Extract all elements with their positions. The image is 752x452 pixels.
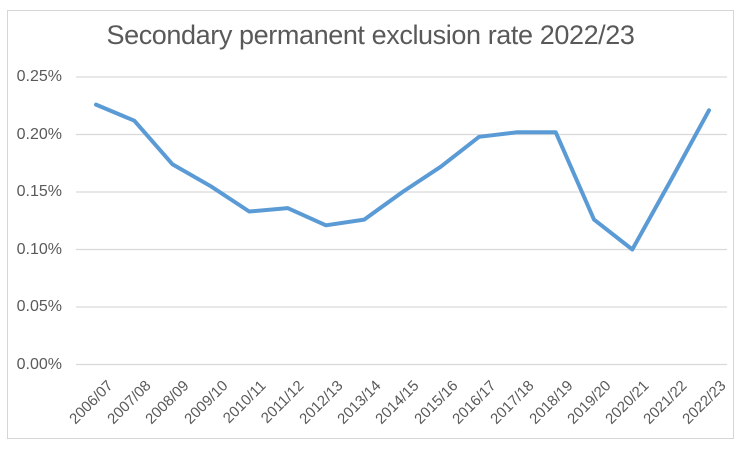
- y-axis-tick-label: 0.10%: [16, 240, 62, 258]
- y-axis-tick-label: 0.15%: [16, 183, 62, 200]
- chart-title: Secondary permanent exclusion rate 2022/…: [106, 20, 635, 50]
- series-line-secondary-exclusion-rate: [94, 102, 711, 252]
- y-axis-tick-label: 0.20%: [16, 125, 62, 143]
- y-axis-tick-label: 0.05%: [16, 298, 62, 315]
- y-axis-tick-label: 0.25%: [16, 68, 62, 85]
- chart-frame: [7, 10, 734, 439]
- y-axis-tick-label: 0.00%: [16, 355, 62, 373]
- gridlines: [76, 76, 727, 366]
